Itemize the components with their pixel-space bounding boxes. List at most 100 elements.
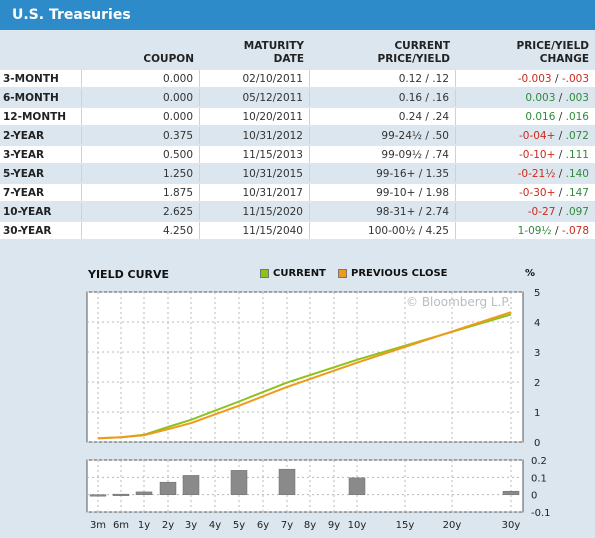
empty-header	[0, 36, 82, 68]
change-cell: -0-27 / .097	[456, 203, 595, 220]
change-cell: -0-30+ / .147	[456, 184, 595, 201]
price-yield-cell: 0.16 / .16	[310, 89, 456, 106]
x-tick-label: 30y	[502, 520, 521, 531]
col-header-maturity: MATURITY DATE	[243, 40, 304, 65]
change-cell: -0.003 / -.003	[456, 70, 595, 87]
legend-previous: PREVIOUS CLOSE	[338, 268, 448, 279]
yield-change: .140	[565, 167, 589, 180]
chart-title: YIELD CURVE	[88, 268, 170, 281]
change-bar	[159, 481, 177, 495]
change-cell: 1-09½ / -.078	[456, 222, 595, 239]
y-unit-label: %	[525, 268, 536, 279]
treasuries-table: COUPON MATURITY DATE CURRENT PRICE/YIELD P…	[0, 34, 595, 241]
price-yield-cell: 0.12 / .12	[310, 70, 456, 87]
coupon-cell: 0.500	[82, 146, 200, 163]
coupon-cell: 0.000	[82, 89, 200, 106]
change-y-tick-label: -0.1	[531, 508, 551, 519]
price-change: -0-21½	[517, 167, 556, 180]
maturity-cell: 10/31/2015	[200, 165, 310, 182]
maturity-cell: 10/31/2012	[200, 127, 310, 144]
yield-change: .111	[565, 148, 589, 161]
change-bar	[135, 491, 153, 495]
x-tick-label: 6y	[257, 520, 269, 531]
x-tick-label: 3y	[185, 520, 197, 531]
y-tick-label: 2	[534, 378, 540, 389]
coupon-cell: 1.875	[82, 184, 200, 201]
coupon-cell: 0.000	[82, 108, 200, 125]
table-row: 2-YEAR 0.375 10/31/2012 99-24½ / .50 -0-04+ …	[0, 127, 595, 144]
change-cell: -0-04+ / .072	[456, 127, 595, 144]
maturity-cell: 11/15/2020	[200, 203, 310, 220]
x-tick-label: 15y	[396, 520, 415, 531]
change-bar	[112, 493, 130, 496]
row-name: 12-MONTH	[0, 108, 82, 125]
change-y-tick-label: 0.2	[531, 456, 547, 467]
x-tick-label: 7y	[281, 520, 293, 531]
table-row: 7-YEAR 1.875 10/31/2017 99-10+ / 1.98 -0-30+…	[0, 184, 595, 201]
yield-change: .003	[565, 91, 589, 104]
x-tick-label: 5y	[233, 520, 245, 531]
x-tick-label: 6m	[113, 520, 129, 531]
change-y-tick-label: 0	[531, 491, 537, 502]
legend-swatch-current	[260, 269, 269, 278]
table-row: 3-YEAR 0.500 11/15/2013 99-09½ / .74 -0-10+ …	[0, 146, 595, 163]
change-y-tick-label: 0.1	[531, 473, 547, 484]
coupon-cell: 2.625	[82, 203, 200, 220]
table-row: 3-MONTH 0.000 02/10/2011 0.12 / .12 -0.003 /…	[0, 70, 595, 87]
price-yield-cell: 0.24 / .24	[310, 108, 456, 125]
price-yield-cell: 98-31+ / 2.74	[310, 203, 456, 220]
price-change: 0.016	[525, 110, 556, 123]
maturity-cell: 02/10/2011	[200, 70, 310, 87]
price-change: 1-09½	[517, 224, 552, 237]
y-tick-label: 3	[534, 348, 540, 359]
row-name: 3-MONTH	[0, 70, 82, 87]
y-tick-label: 1	[534, 408, 540, 419]
price-yield-cell: 100-00½ / 4.25	[310, 222, 456, 239]
table-row: 10-YEAR 2.625 11/15/2020 98-31+ / 2.74 -0-27…	[0, 203, 595, 220]
price-change: -0-04+	[518, 129, 556, 142]
table-row: 6-MONTH 0.000 05/12/2011 0.16 / .16 0.003 / …	[0, 89, 595, 106]
row-name: 3-YEAR	[0, 146, 82, 163]
legend-label-previous: PREVIOUS CLOSE	[351, 268, 448, 279]
x-tick-label: 2y	[162, 520, 174, 531]
y-tick-label: 4	[534, 318, 540, 329]
change-cell: -0-10+ / .111	[456, 146, 595, 163]
y-tick-label: 5	[534, 288, 540, 299]
x-tick-label: 1y	[138, 520, 150, 531]
change-cell: 0.016 / .016	[456, 108, 595, 125]
table-row: 30-YEAR 4.250 11/15/2040 100-00½ / 4.25 1-09…	[0, 222, 595, 239]
x-tick-label: 20y	[443, 520, 462, 531]
table-header-row: COUPON MATURITY DATE CURRENT PRICE/YIELD P…	[0, 36, 595, 68]
coupon-cell: 1.250	[82, 165, 200, 182]
change-plot-area	[86, 459, 524, 513]
table-row: 5-YEAR 1.250 10/31/2015 99-16+ / 1.35 -0-21½…	[0, 165, 595, 182]
row-name: 2-YEAR	[0, 127, 82, 144]
row-name: 6-MONTH	[0, 89, 82, 106]
x-tick-label: 8y	[304, 520, 316, 531]
row-name: 7-YEAR	[0, 184, 82, 201]
yield-change: -.003	[561, 72, 589, 85]
price-change: -0.003	[517, 72, 552, 85]
row-name: 10-YEAR	[0, 203, 82, 220]
x-tick-label: 9y	[328, 520, 340, 531]
series-line-previous	[97, 311, 512, 440]
price-yield-cell: 99-10+ / 1.98	[310, 184, 456, 201]
maturity-cell: 05/12/2011	[200, 89, 310, 106]
row-name: 5-YEAR	[0, 165, 82, 182]
price-yield-cell: 99-16+ / 1.35	[310, 165, 456, 182]
yield-change: .072	[565, 129, 589, 142]
change-bar	[182, 475, 200, 495]
legend-current: CURRENT	[260, 268, 326, 279]
price-change: -0-10+	[518, 148, 556, 161]
legend-swatch-previous	[338, 269, 347, 278]
page-title: U.S. Treasuries	[12, 7, 131, 23]
maturity-cell: 11/15/2013	[200, 146, 310, 163]
legend-label-current: CURRENT	[273, 268, 326, 279]
change-bar	[278, 468, 296, 495]
change-bar	[348, 477, 366, 495]
maturity-cell: 10/20/2011	[200, 108, 310, 125]
maturity-cell: 10/31/2017	[200, 184, 310, 201]
price-yield-cell: 99-09½ / .74	[310, 146, 456, 163]
x-tick-label: 3m	[90, 520, 106, 531]
price-yield-cell: 99-24½ / .50	[310, 127, 456, 144]
